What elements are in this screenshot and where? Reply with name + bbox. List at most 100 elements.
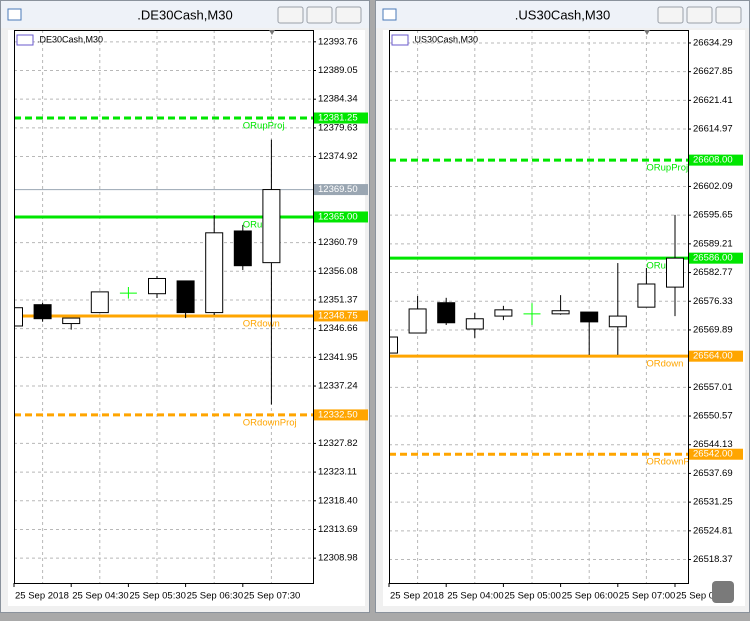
level-price-label: 26564.00 — [693, 351, 733, 362]
y-tick-label: 26589.21 — [693, 238, 733, 249]
window-title: .DE30Cash,M30 — [137, 7, 232, 22]
level-price-label: 12365.00 — [318, 211, 358, 222]
y-tick-label: 12389.05 — [318, 65, 358, 76]
window-icon — [7, 8, 22, 21]
maximize-button[interactable] — [306, 6, 333, 24]
y-tick-label: 12341.95 — [318, 352, 358, 363]
y-tick-label: 12360.79 — [318, 237, 358, 248]
y-tick-label: 26602.09 — [693, 181, 733, 192]
x-tick-label: 25 Sep 2018 — [390, 591, 444, 602]
level-price-label: 26542.00 — [693, 449, 733, 460]
chart-window: .DE30Cash,M30 ORupProj ORup ORdown ORdownPro… — [0, 0, 370, 613]
maximize-button[interactable] — [686, 6, 713, 24]
candle-body — [14, 307, 23, 327]
plot-border — [14, 30, 314, 584]
candle-body — [148, 277, 166, 295]
x-tick-label: 25 Sep 05:30 — [129, 591, 186, 602]
candle-body — [90, 291, 109, 314]
y-tick-label: 26537.69 — [693, 468, 733, 479]
level-price-label: 26586.00 — [693, 253, 733, 264]
chart-symbol: .DE30Cash,M30 — [37, 34, 103, 44]
candle-body — [176, 280, 195, 314]
y-tick-label: 12351.37 — [318, 294, 358, 305]
level-price-box — [689, 252, 743, 264]
x-tick-label: 25 Sep 08:00 — [676, 591, 733, 602]
y-tick-label: 26544.13 — [693, 439, 733, 450]
candle-body — [551, 310, 570, 315]
level-name: ORdown — [646, 359, 683, 370]
chart-symbol-icon — [391, 34, 409, 46]
level-price-box — [314, 409, 368, 421]
x-tick-label: 25 Sep 2018 — [15, 591, 69, 602]
y-tick-label: 26614.97 — [693, 124, 733, 135]
y-tick-label: 26595.65 — [693, 210, 733, 221]
candle-body — [262, 189, 281, 264]
level-price-label: 12332.50 — [318, 409, 358, 420]
x-tick-label: 25 Sep 04:30 — [72, 591, 129, 602]
x-tick-label: 25 Sep 07:30 — [244, 591, 301, 602]
y-tick-label: 12327.82 — [318, 438, 358, 449]
y-tick-label: 12308.98 — [318, 553, 358, 564]
minimize-button[interactable] — [277, 6, 304, 24]
level-price-box — [689, 154, 743, 166]
x-tick-label: 25 Sep 05:00 — [504, 591, 561, 602]
y-tick-label: 12393.76 — [318, 36, 358, 47]
y-tick-label: 12379.63 — [318, 122, 358, 133]
y-tick-label: 26621.41 — [693, 95, 733, 106]
candle-body — [33, 304, 52, 320]
window-title: .US30Cash,M30 — [515, 7, 610, 22]
level-price-box — [314, 112, 368, 124]
scroll-marker — [644, 30, 650, 35]
candle-body — [62, 317, 81, 325]
plot-area: ORupProj ORup ORdown ORdownProj — [389, 30, 688, 583]
y-tick-label: 12384.34 — [318, 94, 358, 105]
chart-symbol: .US30Cash,M30 — [412, 34, 478, 44]
level-name: ORdown — [243, 318, 280, 329]
level-price-label: 26608.00 — [693, 155, 733, 166]
y-tick-label: 26550.57 — [693, 411, 733, 422]
candle-body — [389, 336, 398, 354]
window-icon — [382, 8, 397, 21]
level-name: ORup — [646, 261, 671, 272]
close-button[interactable] — [335, 6, 362, 24]
chart-background — [8, 30, 365, 606]
candle-body — [465, 318, 484, 330]
candle-body — [608, 315, 627, 328]
price-box — [314, 184, 368, 196]
scroll-marker — [269, 30, 275, 35]
level-price-box — [314, 310, 368, 322]
resize-grip[interactable] — [712, 581, 734, 603]
plot-border — [389, 30, 689, 584]
y-tick-label: 12356.08 — [318, 266, 358, 277]
level-name: ORupProj — [646, 163, 688, 174]
level-price-box — [314, 211, 368, 223]
y-tick-label: 12374.92 — [318, 151, 358, 162]
level-name: ORupProj — [243, 121, 285, 132]
candle-body — [666, 257, 684, 288]
y-tick-label: 12323.11 — [318, 467, 357, 478]
candle-body — [233, 230, 252, 267]
close-button[interactable] — [715, 6, 742, 24]
level-price-box — [689, 448, 743, 460]
y-tick-label: 12337.24 — [318, 381, 358, 392]
y-tick-label: 26627.85 — [693, 66, 733, 77]
minimize-button[interactable] — [657, 6, 684, 24]
y-tick-label: 26582.77 — [693, 267, 733, 278]
candle-body — [437, 302, 456, 324]
y-tick-label: 26557.01 — [693, 382, 733, 393]
level-name: ORdownProj — [243, 417, 297, 428]
level-name: ORup — [243, 219, 268, 230]
chart-window: .US30Cash,M30 ORupProj ORup ORdown ORdownPro… — [375, 0, 750, 613]
price-label: 12369.50 — [318, 184, 358, 195]
y-tick-label: 26531.25 — [693, 497, 733, 508]
candle-body — [494, 309, 513, 317]
chart-symbol-icon — [16, 34, 34, 46]
x-tick-label: 25 Sep 04:00 — [447, 591, 504, 602]
x-tick-label: 25 Sep 06:30 — [187, 591, 244, 602]
y-tick-label: 12318.40 — [318, 495, 358, 506]
y-tick-label: 26524.81 — [693, 525, 733, 536]
level-price-label: 12381.25 — [318, 113, 358, 124]
y-tick-label: 26518.37 — [693, 554, 733, 565]
level-price-label: 12348.75 — [318, 310, 358, 321]
